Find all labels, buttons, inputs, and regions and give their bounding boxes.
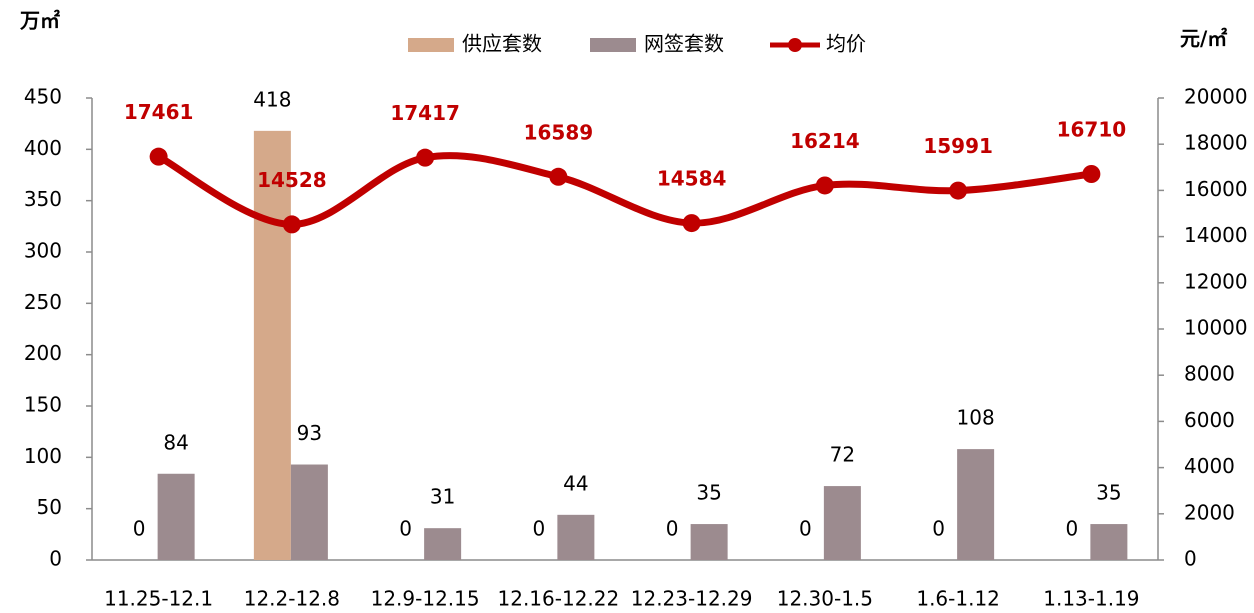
bar (253, 130, 291, 560)
y2-tick-label: 20000 (1184, 85, 1248, 109)
legend-swatch (788, 38, 802, 52)
bar-value-label: 35 (1096, 481, 1121, 505)
legend-swatch (590, 38, 636, 52)
x-tick-label: 12.23-12.29 (631, 587, 753, 611)
line-point (549, 167, 568, 186)
bar-value-label: 84 (163, 430, 188, 454)
line-point (416, 148, 435, 167)
line-point (949, 181, 968, 200)
x-tick-label: 12.2-12.8 (244, 587, 340, 611)
x-tick-label: 1.6-1.12 (916, 587, 1000, 611)
x-tick-label: 12.30-1.5 (777, 587, 873, 611)
line-value-label: 17417 (390, 101, 460, 125)
y2-tick-label: 16000 (1184, 177, 1248, 201)
y2-tick-label: 6000 (1184, 408, 1235, 432)
bar-value-label: 0 (1066, 517, 1079, 541)
y2-tick-label: 4000 (1184, 454, 1235, 478)
bar (823, 486, 861, 560)
y-tick-label: 350 (24, 187, 62, 211)
bar-value-label: 93 (297, 421, 322, 445)
y-tick-label: 100 (24, 444, 62, 468)
legend-label: 网签套数 (644, 32, 724, 56)
y2-tick-label: 10000 (1184, 316, 1248, 340)
y2-tick-label: 8000 (1184, 362, 1235, 386)
bar-value-label: 35 (696, 481, 721, 505)
y-tick-label: 400 (24, 136, 62, 160)
bar (690, 524, 728, 560)
legend-swatch (408, 38, 454, 52)
y2-tick-label: 18000 (1184, 131, 1248, 155)
line-point (682, 214, 701, 233)
y-tick-label: 450 (24, 85, 62, 109)
line-value-label: 16710 (1057, 117, 1127, 141)
line-value-label: 16589 (524, 120, 594, 144)
bar-value-label: 0 (799, 517, 812, 541)
bar-value-label: 108 (957, 406, 995, 430)
bar (157, 473, 195, 560)
bar-value-label: 0 (133, 517, 146, 541)
y-tick-label: 50 (37, 495, 62, 519)
y-tick-label: 150 (24, 393, 62, 417)
x-tick-label: 11.25-12.1 (104, 587, 213, 611)
line-value-label: 14528 (257, 168, 327, 192)
y-tick-label: 200 (24, 341, 62, 365)
bar-value-label: 0 (399, 517, 412, 541)
y2-axis-unit: 元/㎡ (1180, 27, 1227, 51)
bar (290, 464, 328, 560)
bar-value-label: 31 (430, 485, 455, 509)
line (156, 152, 1092, 228)
x-tick-label: 1.13-1.19 (1043, 587, 1139, 611)
y-tick-label: 250 (24, 290, 62, 314)
line-point (1082, 164, 1101, 183)
y2-tick-label: 0 (1184, 547, 1197, 571)
y2-tick-label: 14000 (1184, 223, 1248, 247)
line-value-label: 14584 (657, 167, 727, 191)
bar (1090, 524, 1128, 560)
line-value-label: 15991 (923, 134, 993, 158)
bar-value-label: 72 (830, 443, 855, 467)
line-point (815, 176, 834, 195)
x-tick-label: 12.16-12.22 (498, 587, 620, 611)
bar-value-label: 0 (932, 517, 945, 541)
bar (957, 449, 995, 560)
legend-label: 均价 (826, 32, 866, 56)
bar-value-label: 0 (666, 517, 679, 541)
y-axis-unit: 万㎡ (19, 9, 60, 33)
line-point (282, 215, 301, 234)
bar (557, 514, 595, 560)
line-point (149, 147, 168, 166)
line-value-label: 17461 (124, 100, 194, 124)
bar-value-label: 418 (253, 87, 291, 111)
line-value-label: 16214 (790, 129, 860, 153)
y2-tick-label: 2000 (1184, 500, 1235, 524)
bar-value-label: 44 (563, 471, 588, 495)
y2-tick-label: 12000 (1184, 269, 1248, 293)
y-tick-label: 0 (49, 547, 62, 571)
x-tick-label: 12.9-12.15 (371, 587, 480, 611)
bar-value-label: 0 (533, 517, 546, 541)
y-tick-label: 300 (24, 239, 62, 263)
bar (424, 528, 462, 560)
legend-label: 供应套数 (462, 32, 542, 56)
